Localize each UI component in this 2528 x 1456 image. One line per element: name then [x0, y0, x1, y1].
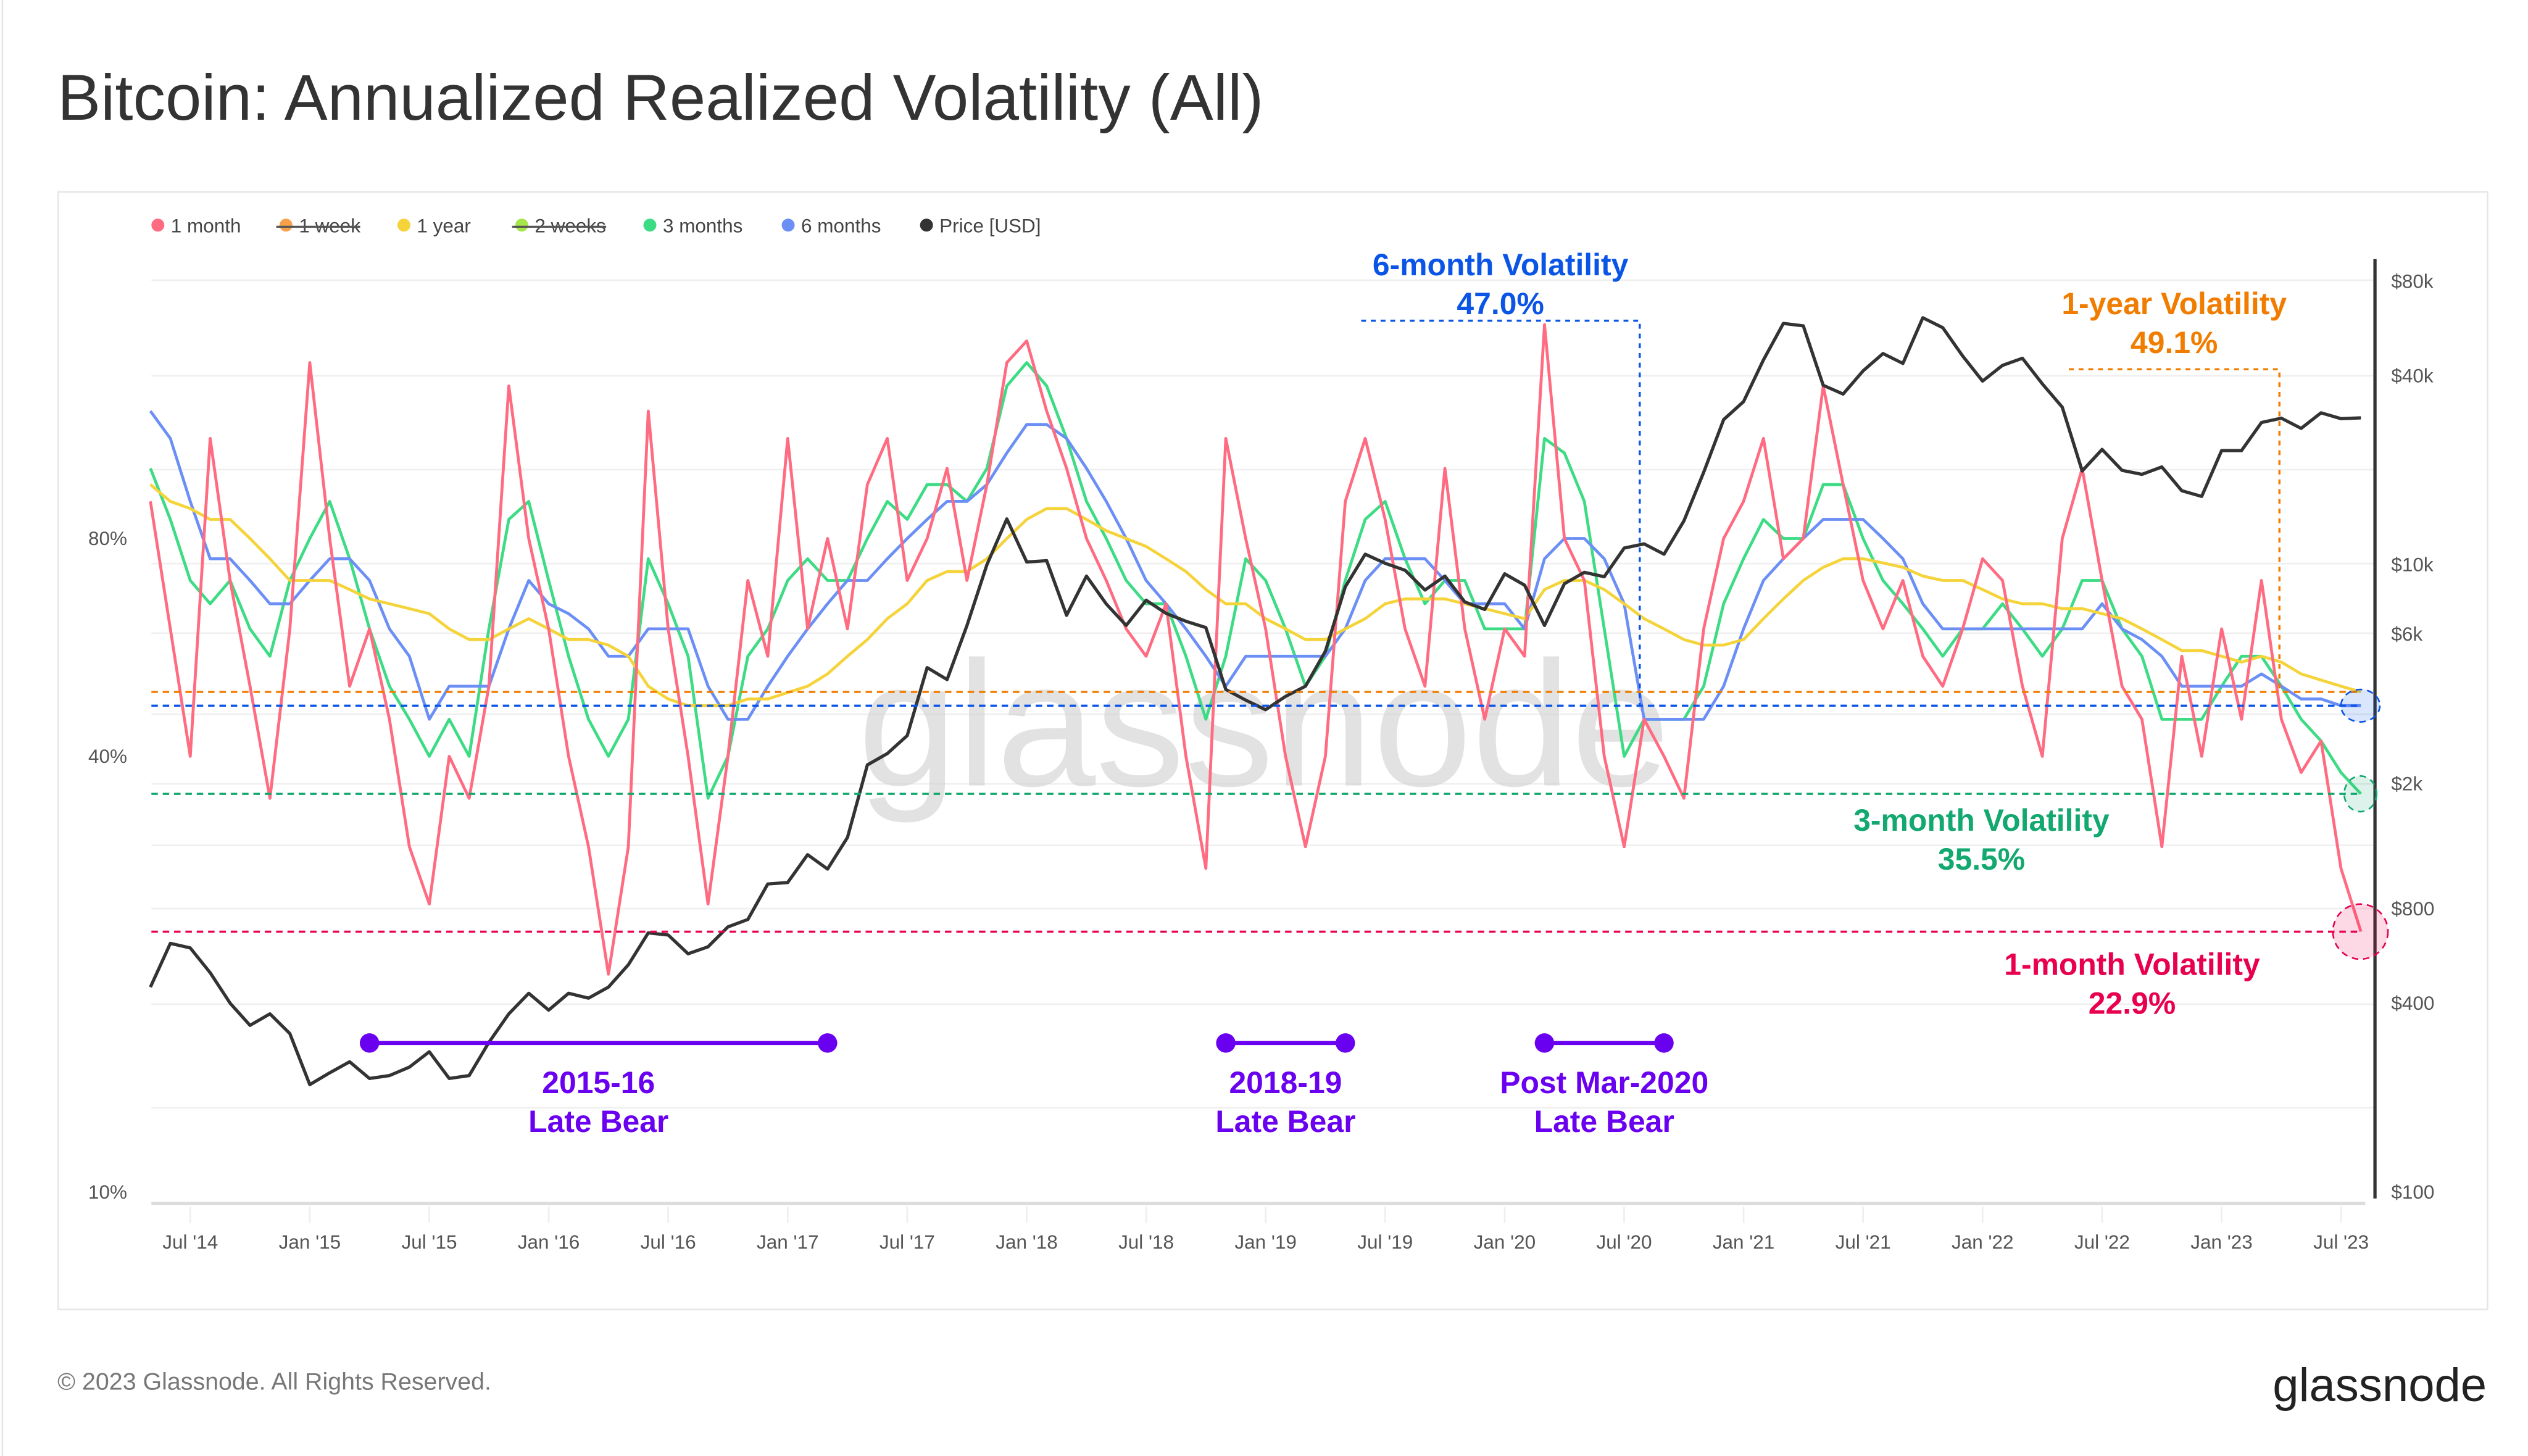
three-month-title: 3-month Volatility [1853, 803, 2110, 838]
legend-item-2-weeks[interactable]: 2 weeks [512, 215, 607, 237]
x-axis-tick: Jul '14 [162, 1231, 218, 1253]
x-axis-tick: Jul '18 [1118, 1231, 1174, 1253]
series-layer [149, 316, 2363, 1086]
bear-start-dot [1534, 1033, 1555, 1053]
right-axis-tick: $400 [2391, 992, 2434, 1014]
legend-dot-icon [397, 218, 410, 232]
legend-dot-icon [781, 218, 795, 232]
legend-item-6-months[interactable]: 6 months [781, 215, 881, 237]
left-axis-tick: 40% [88, 746, 127, 767]
legend-dot-icon [279, 218, 293, 232]
right-axis-tick: $6k [2391, 623, 2422, 645]
bear-end-dot [1654, 1033, 1674, 1053]
bear-period-3: Post Mar-2020 Late Bear [1500, 1033, 1708, 1139]
x-axis-tick: Jan '16 [518, 1231, 580, 1253]
one-month-title: 1-month Volatility [2004, 947, 2260, 982]
legend-dot-icon [920, 218, 933, 232]
one-month-marker [2332, 903, 2389, 960]
x-axis-tick: Jan '23 [2190, 1231, 2253, 1253]
bear-label-line2: Late Bear [1534, 1104, 1674, 1139]
one-month-value: 22.9% [2089, 986, 2176, 1021]
legend: 1 month 1 week 1 year 2 weeks 3 months 6 mont… [151, 215, 1041, 237]
one-year-value: 49.1% [2131, 325, 2218, 360]
watermark: glassnode [858, 625, 1670, 825]
bear-start-dot [359, 1033, 380, 1053]
six-month-title: 6-month Volatility [1373, 248, 1629, 282]
bear-label-line1: 2015-16 [542, 1065, 655, 1100]
x-axis-tick: Jan '15 [279, 1231, 341, 1253]
x-axis-tick: Jan '18 [996, 1231, 1058, 1253]
grid [151, 279, 2374, 1205]
legend-item-1-month[interactable]: 1 month [151, 215, 241, 237]
x-axis-tick: Jul '22 [2074, 1231, 2130, 1253]
series-line-3-months [149, 361, 2362, 800]
legend-item-3-months[interactable]: 3 months [643, 215, 742, 237]
legend-dot-icon [151, 218, 165, 232]
x-axis-tick: Jul '16 [641, 1231, 696, 1253]
six-month-marker [2340, 688, 2381, 723]
three-month-value: 35.5% [1938, 842, 2025, 876]
bear-start-dot [1216, 1033, 1236, 1053]
x-axis-tick: Jan '20 [1474, 1231, 1536, 1253]
right-axis-tick: $10k [2391, 554, 2434, 575]
series-line-6-months [149, 410, 2361, 721]
right-axis-tick: $800 [2391, 898, 2434, 920]
legend-label: 6 months [801, 215, 881, 237]
x-axis-tick: Jan '22 [1952, 1231, 2014, 1253]
x-axis-tick: Jan '21 [1713, 1231, 1775, 1253]
glassnode-logo: glassnode [2272, 1359, 2487, 1412]
one-year-bracket [2069, 368, 2281, 693]
legend-label: 1 month [171, 215, 241, 237]
copyright: © 2023 Glassnode. All Rights Reserved. [57, 1368, 491, 1395]
legend-label: 3 months [663, 215, 742, 237]
x-axis-tick: Jul '23 [2313, 1231, 2369, 1253]
x-axis-tick: Jul '21 [1836, 1231, 1891, 1253]
right-axis-tick: $40k [2391, 365, 2434, 386]
bear-end-dot [818, 1033, 838, 1053]
six-month-value: 47.0% [1457, 286, 1544, 321]
left-axis-tick: 80% [88, 528, 127, 549]
bear-end-dot [1335, 1033, 1355, 1053]
bear-label-line2: Late Bear [528, 1104, 668, 1139]
page-title: Bitcoin: Annualized Realized Volatility … [57, 62, 1263, 134]
x-axis-tick: Jul '19 [1357, 1231, 1413, 1253]
annotations: 6-month Volatility 47.0% 1-year Volatility… [151, 248, 2389, 1139]
right-axis-tick: $2k [2391, 773, 2422, 795]
axes: 10% 40% 80% $100 $400 $800 $2k $6k $10k $40k $80k J… [88, 259, 2434, 1253]
three-month-marker [2343, 775, 2378, 813]
right-axis-tick: $100 [2391, 1181, 2434, 1203]
legend-label: 1 year [417, 215, 470, 237]
one-year-title: 1-year Volatility [2061, 286, 2287, 321]
right-axis-tick: $80k [2391, 270, 2434, 292]
x-axis-tick: Jan '19 [1234, 1231, 1297, 1253]
x-axis-tick: Jul '20 [1596, 1231, 1652, 1253]
legend-item-1-year[interactable]: 1 year [397, 215, 471, 237]
series-line-1-month [149, 323, 2363, 976]
legend-dot-icon [643, 218, 657, 232]
legend-item-1-week[interactable]: 1 week [276, 215, 361, 237]
legend-dot-icon [515, 218, 528, 232]
chart-card [57, 191, 2488, 1310]
six-month-bracket [1361, 319, 1641, 706]
series-line-1-year [149, 483, 2361, 707]
x-axis-tick: Jul '17 [879, 1231, 935, 1253]
legend-label: Price [USD] [939, 215, 1041, 237]
left-axis-tick: 10% [88, 1181, 127, 1203]
bear-label-line1: Post Mar-2020 [1500, 1065, 1708, 1100]
x-axis-tick: Jan '17 [757, 1231, 819, 1253]
x-axis-tick: Jul '15 [401, 1231, 457, 1253]
bear-period-2: 2018-19 Late Bear [1215, 1033, 1356, 1139]
bear-period-1: 2015-16 Late Bear [359, 1033, 838, 1139]
legend-item-price-usd-[interactable]: Price [USD] [920, 215, 1041, 237]
bear-label-line2: Late Bear [1215, 1104, 1355, 1139]
bear-label-line1: 2018-19 [1229, 1065, 1342, 1100]
